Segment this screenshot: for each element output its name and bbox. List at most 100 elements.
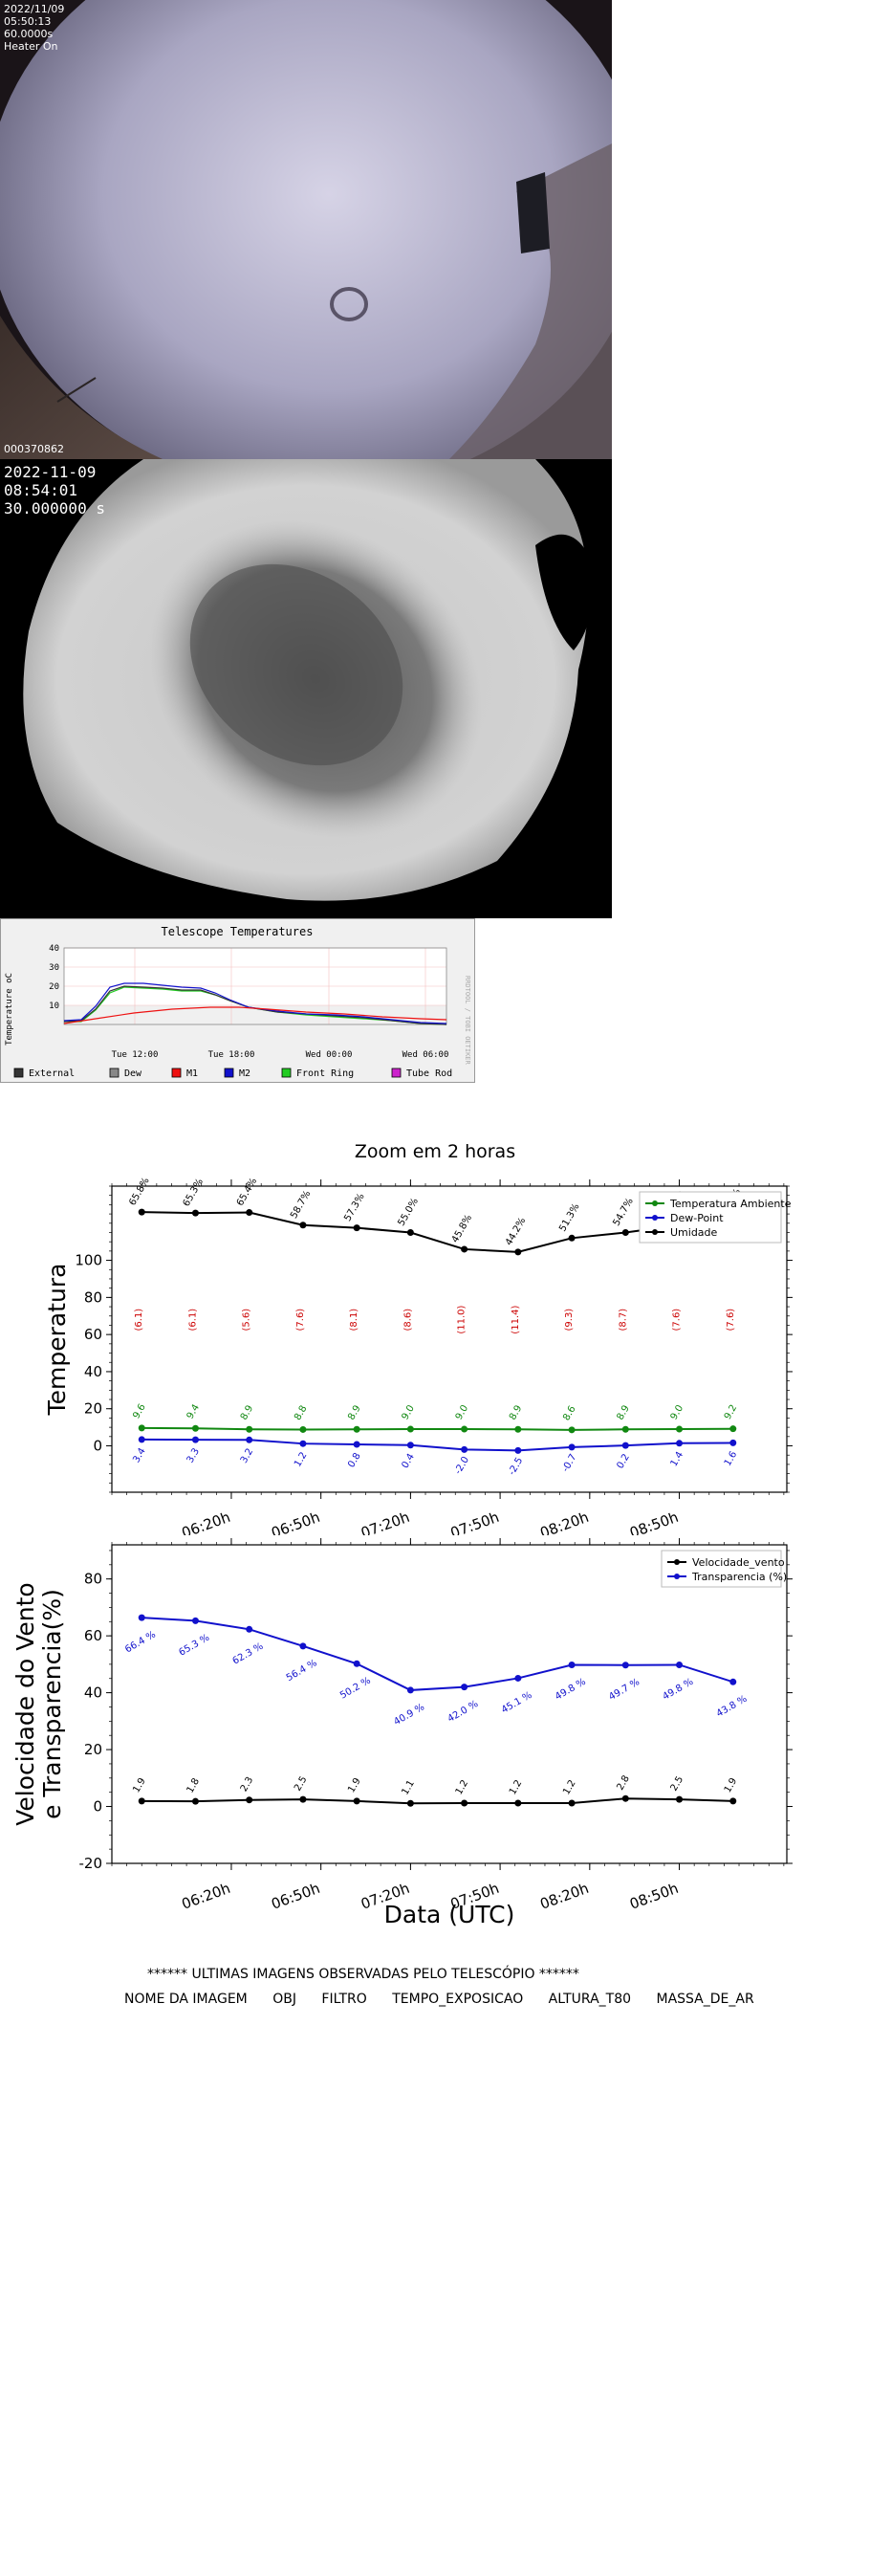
legend-marker xyxy=(652,1200,658,1206)
telescope-xtick: Wed 00:00 xyxy=(306,1050,353,1060)
series-m2 xyxy=(63,982,447,1024)
data-point xyxy=(461,1445,468,1453)
data-point xyxy=(191,1617,199,1624)
data-label: 2.5 xyxy=(669,1774,685,1793)
data-point xyxy=(461,1245,468,1253)
data-point xyxy=(514,1446,522,1454)
x-tick-label: 08:50h xyxy=(627,1508,681,1535)
data-point xyxy=(138,1208,145,1216)
cam1-date: 2022/11/09 xyxy=(4,3,65,15)
data-label: -0.7 xyxy=(560,1452,578,1473)
data-point xyxy=(514,1248,522,1256)
data-label: 8.9 xyxy=(239,1403,255,1421)
annotation-label: (11.0) xyxy=(457,1306,468,1334)
data-label: 62.3 % xyxy=(231,1641,266,1667)
annotation-label: (7.6) xyxy=(672,1309,683,1332)
annotation-label: (6.1) xyxy=(134,1309,144,1332)
data-point xyxy=(514,1674,522,1682)
x-tick-label: 07:50h xyxy=(448,1508,502,1535)
data-point xyxy=(568,1234,576,1242)
data-label: 65.3 % xyxy=(177,1633,211,1659)
cam1-time: 05:50:13 xyxy=(4,15,52,28)
y-axis-label: e Transparencia(%) xyxy=(38,1589,66,1819)
data-label: 8.9 xyxy=(615,1403,631,1421)
y-tick-label: 100 xyxy=(75,1252,102,1269)
data-point xyxy=(191,1436,199,1443)
data-label: 8.8 xyxy=(293,1404,309,1422)
data-point xyxy=(621,1794,629,1802)
telescope-xtick: Tue 12:00 xyxy=(112,1050,159,1060)
annotation-label: (8.7) xyxy=(618,1309,628,1332)
data-label: 54.7% xyxy=(611,1197,635,1228)
telescope-series xyxy=(63,982,447,1025)
allsky-image-1 xyxy=(0,0,612,459)
data-label: 9.2 xyxy=(723,1403,739,1421)
annotation-label: (7.6) xyxy=(295,1309,306,1332)
x-axis-label: Data (UTC) xyxy=(384,1901,515,1928)
y-tick-label: 0 xyxy=(93,1798,102,1816)
data-point xyxy=(246,1436,253,1443)
obs-col-obj: OBJ xyxy=(272,1992,296,2007)
data-point xyxy=(621,1228,629,1236)
series-line xyxy=(141,1438,733,1452)
legend-box xyxy=(661,1550,782,1588)
data-point xyxy=(568,1426,576,1434)
data-label: 1.1 xyxy=(400,1778,416,1796)
annotation-label: (5.6) xyxy=(242,1309,252,1332)
y-tick-label: 80 xyxy=(84,1571,102,1588)
data-label: 3.3 xyxy=(185,1446,202,1464)
data-point xyxy=(299,1795,307,1803)
data-label: 2.5 xyxy=(293,1774,309,1793)
data-point xyxy=(621,1662,629,1669)
zoom-title: Zoom em 2 horas xyxy=(354,1141,516,1162)
data-label: 55.0% xyxy=(397,1197,421,1228)
y-tick-label: -20 xyxy=(79,1855,103,1872)
data-label: 0.4 xyxy=(400,1452,416,1470)
plot-frame xyxy=(111,1544,788,1864)
data-label: 9.0 xyxy=(400,1403,416,1421)
y-tick-label: 20 xyxy=(84,1741,102,1758)
data-point xyxy=(729,1425,737,1433)
cam2-time: 08:54:01 xyxy=(4,481,78,499)
data-label: 57.3% xyxy=(342,1192,366,1223)
series-line xyxy=(141,1211,733,1253)
annotation-label: (8.1) xyxy=(349,1309,359,1332)
annotation-label: (9.3) xyxy=(564,1309,575,1332)
x-tick-label: 08:20h xyxy=(537,1508,591,1535)
data-point xyxy=(514,1799,522,1807)
data-point xyxy=(406,1686,414,1694)
data-point xyxy=(353,1441,360,1448)
legend-label: Tube Rod xyxy=(406,1068,452,1079)
obs-col-filter: FILTRO xyxy=(321,1992,367,2007)
data-label: 1.9 xyxy=(131,1776,147,1794)
data-point xyxy=(246,1625,253,1633)
series-line xyxy=(141,1617,734,1691)
data-label: 42.0 % xyxy=(446,1699,480,1725)
data-label: 3.4 xyxy=(131,1446,147,1464)
cam2-date: 2022-11-09 xyxy=(4,463,97,481)
data-label: 8.6 xyxy=(561,1404,577,1422)
legend-label: Transparencia (%) xyxy=(691,1571,787,1583)
y-tick-label: 0 xyxy=(93,1438,102,1455)
data-label: 1.2 xyxy=(293,1450,309,1468)
data-point xyxy=(353,1425,360,1433)
legend-label: External xyxy=(29,1068,75,1079)
data-point xyxy=(729,1797,737,1805)
legend-label: Velocidade_vento xyxy=(692,1556,785,1569)
data-point xyxy=(461,1684,468,1691)
telescope-side-label: RRDTOOL / TOBI OETIKER xyxy=(464,976,471,1066)
data-point xyxy=(299,1440,307,1447)
data-label: 40.9 % xyxy=(392,1702,426,1728)
telescope-ytick: 30 xyxy=(49,963,59,973)
data-point xyxy=(138,1797,145,1805)
y-tick-label: 40 xyxy=(84,1684,102,1702)
data-label: 9.6 xyxy=(131,1402,147,1420)
data-label: 1.8 xyxy=(185,1776,202,1794)
legend-swatch xyxy=(391,1068,402,1078)
legend-label: M1 xyxy=(186,1068,198,1079)
annotation-label: (7.6) xyxy=(726,1309,736,1332)
data-label: 1.2 xyxy=(561,1778,577,1796)
y-tick-label: 80 xyxy=(84,1288,102,1306)
annotation-label: (8.6) xyxy=(402,1309,413,1332)
data-label: 1.6 xyxy=(723,1450,739,1468)
